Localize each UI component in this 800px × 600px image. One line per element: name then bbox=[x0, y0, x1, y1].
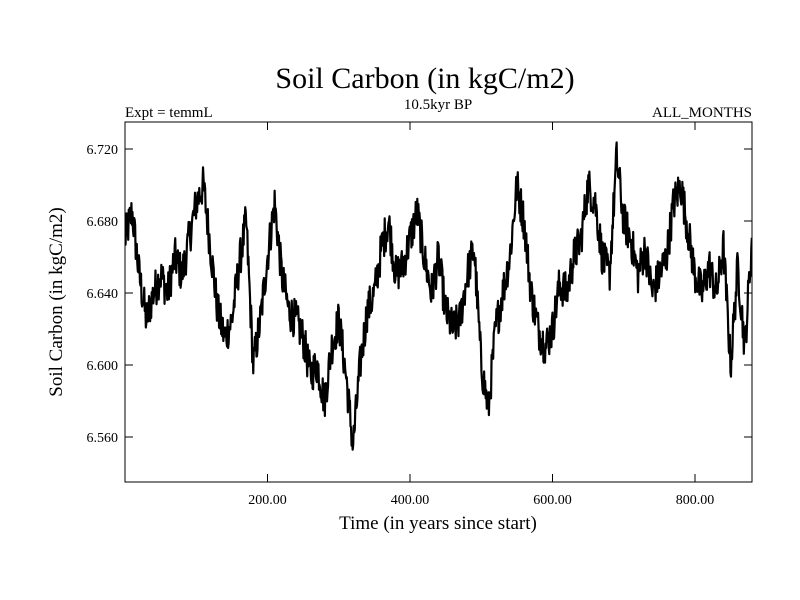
series-layer bbox=[125, 141, 752, 451]
months-label: ALL_MONTHS bbox=[652, 105, 752, 121]
x-tick-label: 600.00 bbox=[533, 493, 572, 508]
y-tick-label: 6.680 bbox=[87, 215, 119, 230]
plot-area bbox=[125, 141, 752, 451]
chart-title: Soil Carbon (in kgC/m2) bbox=[275, 62, 574, 95]
x-axis: 200.00 400.00 600.00 800.00 bbox=[248, 122, 714, 508]
y-tick-label: 6.640 bbox=[87, 287, 119, 302]
x-tick-label: 800.00 bbox=[676, 493, 715, 508]
x-tick-label: 400.00 bbox=[391, 493, 430, 508]
series-line-0 bbox=[125, 141, 752, 451]
experiment-label: Expt = temmL bbox=[125, 105, 213, 121]
plot-frame bbox=[124, 121, 753, 483]
y-axis: 6.560 6.600 6.640 6.680 6.720 bbox=[87, 143, 752, 446]
x-tick-label: 200.00 bbox=[248, 493, 287, 508]
y-tick-label: 6.720 bbox=[87, 143, 119, 158]
period-label: 10.5kyr BP bbox=[404, 97, 472, 113]
x-axis-label: Time (in years since start) bbox=[339, 513, 537, 534]
y-tick-label: 6.560 bbox=[87, 431, 119, 446]
y-tick-label: 6.600 bbox=[87, 359, 119, 374]
y-axis-label: Soil Carbon (in kgC/m2) bbox=[46, 207, 67, 396]
